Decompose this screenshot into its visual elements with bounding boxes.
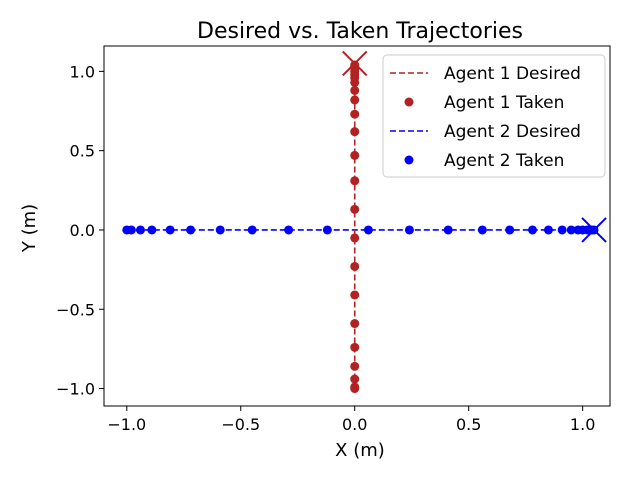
goal-marker-0-b [342,50,368,77]
data-point-3-8 [284,225,294,235]
legend-label-3: Agent 2 Taken [444,151,564,171]
data-point-1-6 [350,290,360,300]
data-point-1-1 [350,382,360,392]
data-point-3-15 [528,225,538,235]
data-point-3-11 [404,225,414,235]
legend-swatch-3 [404,155,414,165]
data-point-3-12 [443,225,453,235]
data-point-3-1 [126,225,136,235]
data-point-3-14 [505,225,515,235]
x-tick-label-3: 0.5 [456,415,481,434]
legend-label-2: Agent 2 Desired [444,122,581,142]
data-point-3-10 [363,225,373,235]
plot-area [122,50,607,394]
data-point-1-11 [350,150,360,160]
data-point-1-14 [350,95,360,105]
data-point-1-22 [350,60,360,70]
y-tick-label-1: −0.5 [56,300,95,319]
data-point-1-8 [350,233,360,243]
legend-label-0: Agent 1 Desired [444,64,581,84]
axes-frame [103,45,611,407]
data-point-1-12 [350,127,360,137]
data-point-1-10 [350,176,360,186]
y-axis: −1.0 −0.5 0.0 0.5 1.0 [56,62,104,399]
legend-swatch-1 [404,97,414,107]
data-point-1-3 [350,361,360,371]
data-point-1-5 [350,319,360,329]
data-point-3-16 [543,225,553,235]
x-tick-label-4: 1.0 [570,415,595,434]
x-tick-label-1: −0.5 [221,415,260,434]
goal-marker-1-b [581,217,607,243]
y-tick-label-2: 0.0 [70,221,95,240]
data-point-1-7 [350,261,360,271]
data-point-3-2 [135,225,145,235]
data-point-3-3 [147,225,157,235]
x-tick-label-0: −1.0 [107,415,146,434]
data-point-1-15 [350,85,360,95]
y-tick-label-4: 1.0 [70,62,95,81]
data-point-3-5 [186,225,196,235]
data-point-3-17 [557,225,567,235]
data-point-3-13 [477,225,487,235]
legend-label-1: Agent 1 Taken [444,93,564,113]
legend-box [382,54,606,178]
y-tick-label-3: 0.5 [70,142,95,161]
chart-title: Desired vs. Taken Trajectories [197,19,523,44]
y-axis-label: Y (m) [19,204,40,253]
x-tick-label-2: 0.0 [342,415,367,434]
data-point-3-4 [165,225,175,235]
x-axis-label: X (m) [335,440,385,461]
data-point-1-9 [350,204,360,214]
data-point-1-2 [350,374,360,384]
x-axis: −1.0 −0.5 0.0 0.5 1.0 [107,406,595,434]
data-point-3-7 [247,225,257,235]
data-point-3-6 [215,225,225,235]
y-tick-label-0: −1.0 [56,380,95,399]
data-point-3-9 [322,225,332,235]
legend: Agent 1 Desired Agent 1 Taken Agent 2 Desi… [382,54,606,178]
data-point-1-13 [350,109,360,119]
data-point-1-4 [350,342,360,352]
data-point-3-18 [566,225,576,235]
